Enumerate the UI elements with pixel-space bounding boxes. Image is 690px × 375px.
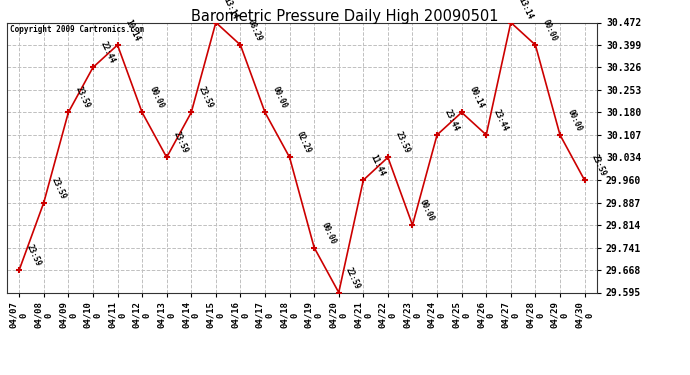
Text: 23:59: 23:59 [49,176,67,200]
Text: 23:59: 23:59 [590,153,608,178]
Text: 00:00: 00:00 [270,86,288,110]
Text: 00:00: 00:00 [148,86,166,110]
Text: Copyright 2009 Cartronics.com: Copyright 2009 Cartronics.com [10,25,144,34]
Text: Barometric Pressure Daily High 20090501: Barometric Pressure Daily High 20090501 [191,9,499,24]
Text: 08:29: 08:29 [246,18,264,43]
Text: 00:00: 00:00 [418,198,436,223]
Text: 02:29: 02:29 [295,130,313,155]
Text: 23:59: 23:59 [25,243,43,268]
Text: 23:44: 23:44 [492,108,510,133]
Text: 23:59: 23:59 [393,130,411,155]
Text: 23:59: 23:59 [74,86,92,110]
Text: 00:00: 00:00 [541,18,559,43]
Text: 23:59: 23:59 [197,86,215,110]
Text: 13:14: 13:14 [516,0,534,20]
Text: 00:00: 00:00 [566,108,584,133]
Text: 23:44: 23:44 [442,108,460,133]
Text: 11:44: 11:44 [369,153,387,178]
Text: 23:59: 23:59 [172,130,190,155]
Text: 22:44: 22:44 [99,40,117,65]
Text: 00:14: 00:14 [467,86,485,110]
Text: 00:00: 00:00 [319,220,337,245]
Text: 22:59: 22:59 [344,266,362,290]
Text: 13:14: 13:14 [221,0,239,20]
Text: 10:14: 10:14 [123,18,141,43]
